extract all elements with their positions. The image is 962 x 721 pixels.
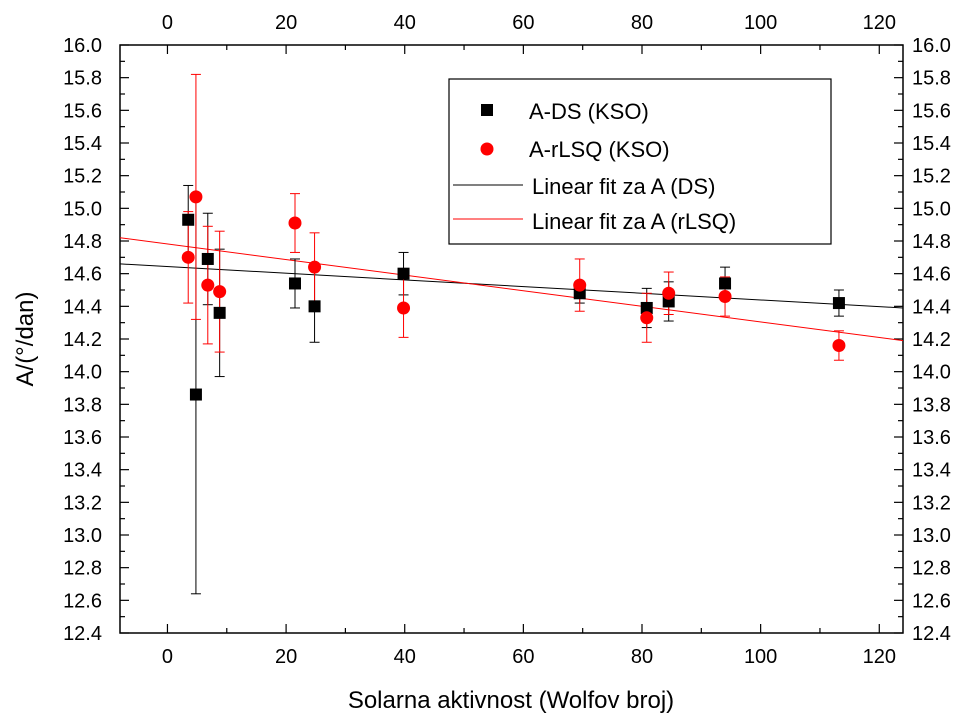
legend-label-fit-ds: Linear fit za A (DS) (532, 174, 715, 199)
data-point-square (189, 388, 202, 401)
x-tick-label-bottom: 100 (744, 646, 777, 668)
y-tick-label-right: 16.0 (912, 35, 951, 57)
y-tick-label-right: 13.2 (912, 492, 951, 514)
y-tick-label-left: 14.2 (63, 329, 102, 351)
y-tick-label-left: 14.8 (63, 231, 102, 253)
data-point-square (308, 300, 321, 313)
x-tick-label-top: 40 (394, 12, 416, 34)
y-tick-label-right: 13.4 (912, 460, 951, 482)
y-tick-label-right: 14.8 (912, 231, 951, 253)
y-tick-label-left: 13.0 (63, 525, 102, 547)
x-tick-label-top: 100 (744, 12, 777, 34)
y-tick-label-left: 13.6 (63, 427, 102, 449)
x-tick-label-bottom: 80 (631, 646, 653, 668)
data-point-square (182, 213, 195, 226)
tick-labels: 0 0 20 20 40 40 60 60 80 80 100 100 120 120 12.4 12.4 12… (63, 12, 951, 668)
y-tick-label-right: 15.8 (912, 68, 951, 90)
data-point-circle (308, 260, 322, 274)
y-tick-label-left: 15.8 (63, 68, 102, 90)
y-tick-label-left: 14.4 (63, 296, 102, 318)
x-tick-label-bottom: 40 (394, 646, 416, 668)
x-tick-label-top: 60 (512, 12, 534, 34)
data-point-circle (288, 216, 302, 230)
x-tick-label-bottom: 20 (275, 646, 297, 668)
y-tick-label-right: 15.6 (912, 100, 951, 122)
y-tick-label-left: 15.0 (63, 198, 102, 220)
y-tick-label-right: 13.8 (912, 394, 951, 416)
data-points (181, 73, 846, 595)
legend-box (448, 78, 832, 245)
data-point-square (213, 306, 226, 319)
legend-label-fit-rlsq: Linear fit za A (rLSQ) (532, 209, 736, 234)
y-tick-label-right: 12.4 (912, 623, 951, 645)
fit-line (119, 237, 904, 342)
y-tick-label-left: 15.6 (63, 100, 102, 122)
data-point-square (640, 301, 653, 314)
legend-label-rlsq: A-rLSQ (KSO) (529, 137, 670, 162)
y-tick-label-right: 12.8 (912, 558, 951, 580)
x-tick-label-bottom: 60 (512, 646, 534, 668)
y-tick-label-left: 13.2 (63, 492, 102, 514)
y-tick-label-right: 13.0 (912, 525, 951, 547)
x-tick-label-bottom: 120 (863, 646, 896, 668)
axis-ticks (120, 44, 903, 634)
y-tick-label-left: 12.6 (63, 590, 102, 612)
data-point-square (201, 252, 214, 265)
x-tick-label-top: 80 (631, 12, 653, 34)
y-tick-label-right: 14.4 (912, 296, 951, 318)
data-point-circle (397, 301, 411, 315)
data-point-circle (201, 278, 215, 292)
data-point-square (397, 267, 410, 280)
y-tick-label-right: 14.6 (912, 264, 951, 286)
data-point-square (288, 277, 301, 290)
x-tick-label-top: 120 (863, 12, 896, 34)
y-tick-label-right: 15.0 (912, 198, 951, 220)
legend-label-ds: A-DS (KSO) (529, 99, 649, 124)
y-tick-label-left: 13.8 (63, 394, 102, 416)
y-tick-label-right: 15.4 (912, 133, 951, 155)
data-point-circle (662, 286, 676, 300)
fit-line (119, 263, 904, 309)
y-tick-label-left: 12.4 (63, 623, 102, 645)
y-tick-label-left: 13.4 (63, 460, 102, 482)
y-tick-label-left: 14.6 (63, 264, 102, 286)
x-tick-label-bottom: 0 (162, 646, 173, 668)
data-point-circle (640, 311, 654, 325)
y-tick-label-left: 14.0 (63, 362, 102, 384)
legend: A-DS (KSO) A-rLSQ (KSO) Linear fit za A … (448, 78, 832, 245)
data-point-square (719, 277, 732, 290)
y-tick-label-left: 16.0 (63, 35, 102, 57)
data-point-circle (573, 278, 587, 292)
y-tick-label-right: 13.6 (912, 427, 951, 449)
data-point-circle (189, 190, 203, 204)
y-tick-label-right: 14.2 (912, 329, 951, 351)
y-tick-label-left: 15.4 (63, 133, 102, 155)
legend-square-marker-icon (481, 104, 493, 116)
y-tick-label-left: 12.8 (63, 558, 102, 580)
x-axis-label: Solarna aktivnost (Wolfov broj) (348, 687, 674, 714)
y-tick-label-right: 14.0 (912, 362, 951, 384)
data-point-circle (718, 290, 732, 304)
data-point-circle (832, 339, 846, 353)
y-tick-label-left: 15.2 (63, 166, 102, 188)
y-tick-label-right: 12.6 (912, 590, 951, 612)
data-point-circle (181, 250, 195, 264)
fit-lines (119, 237, 904, 342)
y-axis-label: A/(°/dan) (12, 292, 39, 387)
data-point-circle (213, 285, 227, 299)
data-point-square (832, 297, 845, 310)
x-tick-label-top: 0 (162, 12, 173, 34)
x-tick-label-top: 20 (275, 12, 297, 34)
legend-circle-marker-icon (480, 142, 494, 156)
y-tick-label-right: 15.2 (912, 166, 951, 188)
